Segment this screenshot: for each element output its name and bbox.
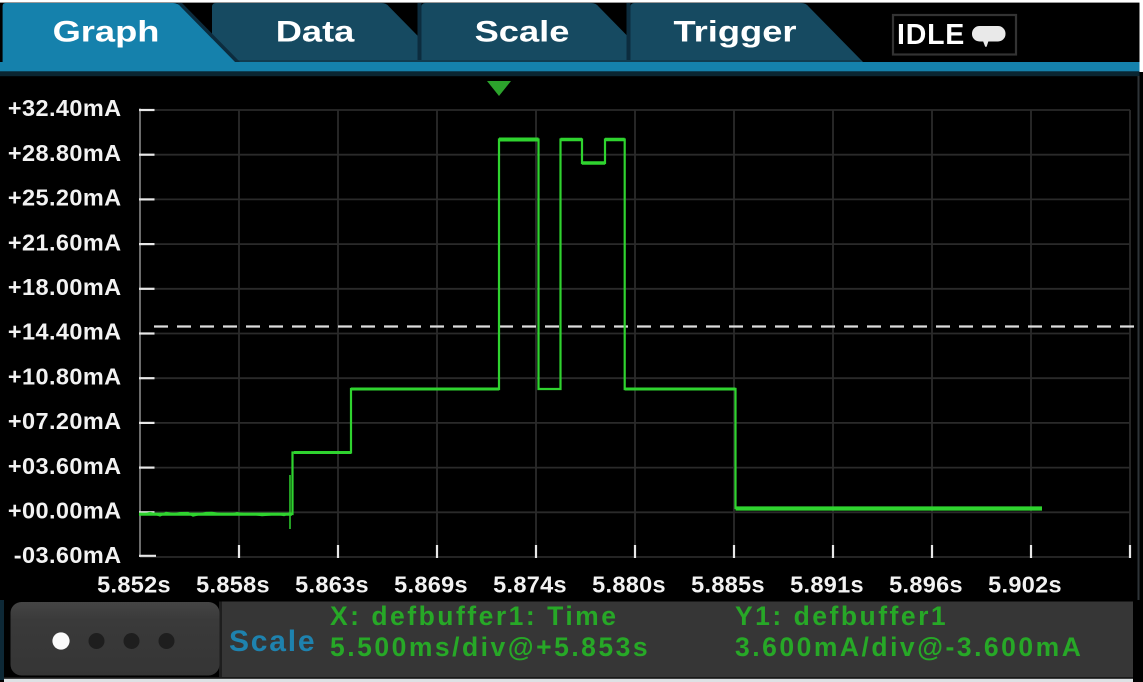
svg-text:3.600mA/div@-3.600mA: 3.600mA/div@-3.600mA	[735, 632, 1083, 662]
svg-text:5.858s: 5.858s	[196, 572, 270, 598]
svg-text:Trigger: Trigger	[674, 15, 797, 48]
svg-text:5.891s: 5.891s	[790, 572, 864, 598]
svg-text:IDLE: IDLE	[897, 19, 965, 51]
svg-text:+03.60mA: +03.60mA	[8, 453, 122, 479]
svg-text:+07.20mA: +07.20mA	[8, 408, 122, 434]
svg-text:5.869s: 5.869s	[394, 572, 468, 598]
svg-text:5.852s: 5.852s	[97, 572, 171, 598]
svg-text:-03.60mA: -03.60mA	[14, 542, 122, 568]
svg-text:5.885s: 5.885s	[691, 572, 765, 598]
svg-text:5.902s: 5.902s	[988, 572, 1062, 598]
svg-text:Graph: Graph	[53, 15, 160, 48]
svg-text:5.880s: 5.880s	[592, 572, 666, 598]
svg-text:Y1: defbuffer1: Y1: defbuffer1	[735, 601, 948, 631]
svg-text:+18.00mA: +18.00mA	[8, 274, 122, 300]
svg-text:5.874s: 5.874s	[493, 572, 567, 598]
svg-text:5.896s: 5.896s	[889, 572, 963, 598]
svg-text:+14.40mA: +14.40mA	[8, 319, 122, 345]
svg-text:X: defbuffer1: Time: X: defbuffer1: Time	[330, 601, 618, 631]
svg-text:5.863s: 5.863s	[295, 572, 369, 598]
svg-text:+25.20mA: +25.20mA	[8, 185, 122, 211]
svg-text:+32.40mA: +32.40mA	[8, 95, 122, 121]
svg-text:+10.80mA: +10.80mA	[8, 363, 122, 389]
svg-text:+21.60mA: +21.60mA	[8, 229, 122, 255]
svg-text:Data: Data	[276, 15, 355, 48]
svg-text:+00.00mA: +00.00mA	[8, 498, 122, 524]
svg-text:Scale: Scale	[475, 15, 570, 48]
svg-text:+28.80mA: +28.80mA	[8, 140, 122, 166]
svg-text:5.500ms/div@+5.853s: 5.500ms/div@+5.853s	[330, 632, 650, 662]
svg-text:Scale: Scale	[229, 625, 316, 658]
